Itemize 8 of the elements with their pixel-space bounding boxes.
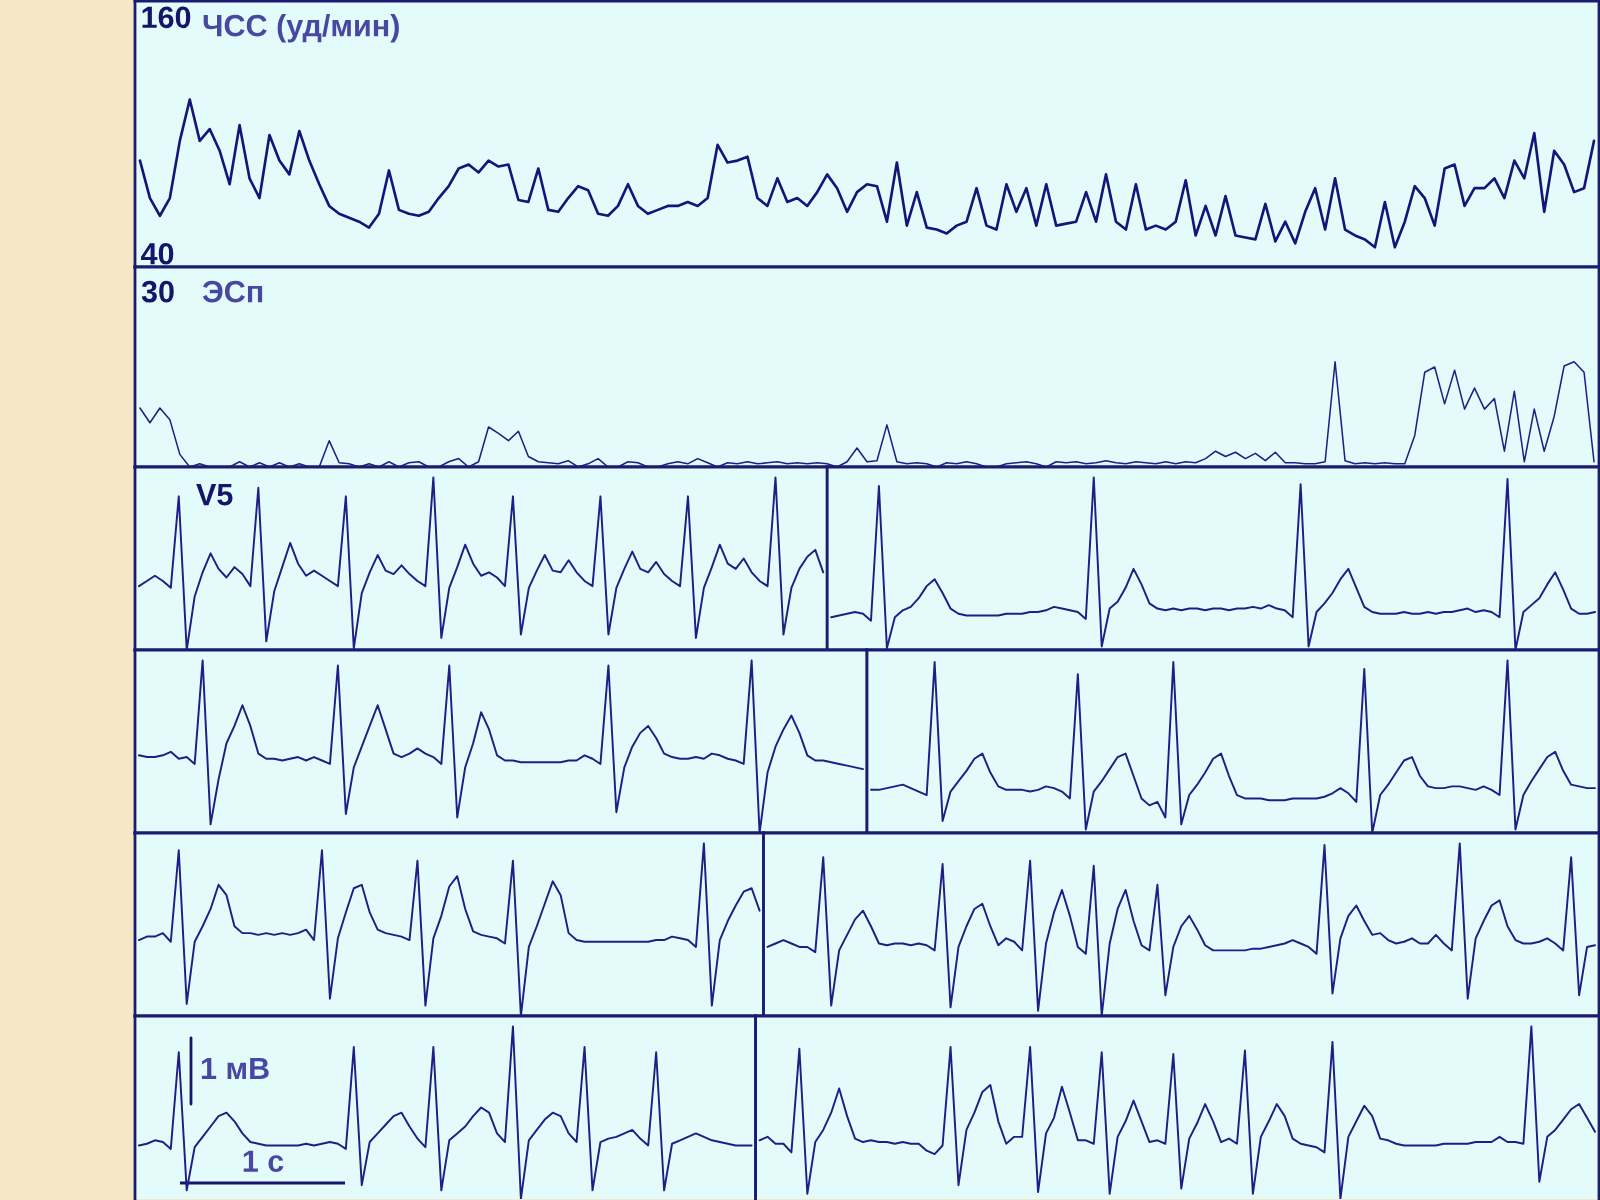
y-tick-label: 160 — [142, 6, 191, 29]
text: 30 — [141, 280, 174, 303]
annotation: 1 с — [243, 1150, 284, 1172]
y-tick-label: 40 — [141, 242, 174, 265]
chart-title: ЧСС (уд/мин) — [203, 14, 399, 43]
annotation: 1 мВ — [201, 1057, 269, 1079]
chart-title: V5 — [196, 484, 233, 506]
chart-title: ЭСп — [202, 280, 263, 303]
